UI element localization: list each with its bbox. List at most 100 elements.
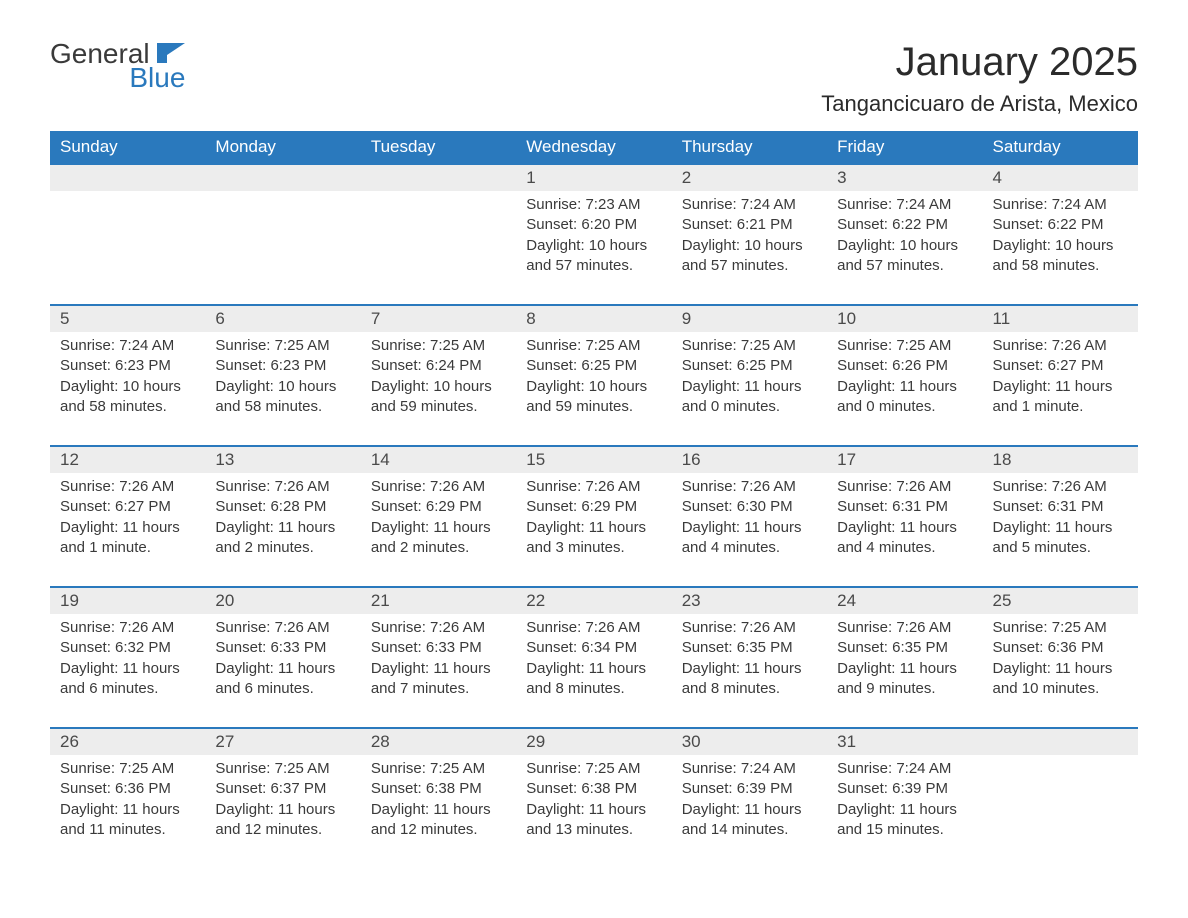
sunset-label: Sunset: xyxy=(371,639,426,656)
sunrise-label: Sunrise: xyxy=(837,478,896,495)
sunrise-value: 7:25 AM xyxy=(1052,619,1107,636)
sunrise-value: 7:25 AM xyxy=(585,337,640,354)
sunset-value: 6:21 PM xyxy=(737,216,793,233)
sunrise-value: 7:23 AM xyxy=(585,196,640,213)
weekday-header: Thursday xyxy=(672,131,827,164)
sunrise-line: Sunrise: 7:25 AM xyxy=(526,759,661,779)
daylight-line: Daylight: 11 hours and 8 minutes. xyxy=(682,659,817,700)
sunrise-label: Sunrise: xyxy=(60,478,119,495)
week-details-row: Sunrise: 7:23 AMSunset: 6:20 PMDaylight:… xyxy=(50,191,1138,305)
daylight-line: Daylight: 11 hours and 11 minutes. xyxy=(60,800,195,841)
daylight-line: Daylight: 11 hours and 4 minutes. xyxy=(682,518,817,559)
day-details-cell: Sunrise: 7:26 AMSunset: 6:33 PMDaylight:… xyxy=(361,614,516,728)
daylight-line: Daylight: 10 hours and 57 minutes. xyxy=(682,236,817,277)
day-details-cell: Sunrise: 7:24 AMSunset: 6:39 PMDaylight:… xyxy=(672,755,827,868)
daylight-line: Daylight: 11 hours and 12 minutes. xyxy=(215,800,350,841)
sunset-label: Sunset: xyxy=(993,216,1048,233)
daylight-line: Daylight: 11 hours and 9 minutes. xyxy=(837,659,972,700)
daylight-line: Daylight: 11 hours and 10 minutes. xyxy=(993,659,1128,700)
day-details-cell: Sunrise: 7:26 AMSunset: 6:31 PMDaylight:… xyxy=(983,473,1138,587)
sunset-value: 6:26 PM xyxy=(892,357,948,374)
sunset-line: Sunset: 6:27 PM xyxy=(993,356,1128,376)
sunset-line: Sunset: 6:29 PM xyxy=(526,497,661,517)
sunrise-line: Sunrise: 7:26 AM xyxy=(60,618,195,638)
sunrise-label: Sunrise: xyxy=(526,760,585,777)
sunrise-line: Sunrise: 7:26 AM xyxy=(837,477,972,497)
day-details-cell: Sunrise: 7:25 AMSunset: 6:36 PMDaylight:… xyxy=(50,755,205,868)
sunrise-value: 7:26 AM xyxy=(896,478,951,495)
daylight-label: Daylight: xyxy=(526,801,589,818)
sunrise-line: Sunrise: 7:26 AM xyxy=(682,477,817,497)
sunset-value: 6:31 PM xyxy=(1048,498,1104,515)
weekday-header: Monday xyxy=(205,131,360,164)
weekday-header: Friday xyxy=(827,131,982,164)
sunset-line: Sunset: 6:22 PM xyxy=(837,215,972,235)
day-details-cell: Sunrise: 7:24 AMSunset: 6:23 PMDaylight:… xyxy=(50,332,205,446)
weekday-header: Saturday xyxy=(983,131,1138,164)
daylight-line: Daylight: 10 hours and 57 minutes. xyxy=(837,236,972,277)
sunrise-label: Sunrise: xyxy=(993,619,1052,636)
sunrise-line: Sunrise: 7:25 AM xyxy=(371,759,506,779)
sunrise-value: 7:25 AM xyxy=(741,337,796,354)
sunset-label: Sunset: xyxy=(837,498,892,515)
sunset-line: Sunset: 6:34 PM xyxy=(526,638,661,658)
daylight-line: Daylight: 11 hours and 1 minute. xyxy=(993,377,1128,418)
sunset-line: Sunset: 6:36 PM xyxy=(60,779,195,799)
daylight-line: Daylight: 11 hours and 2 minutes. xyxy=(371,518,506,559)
daylight-label: Daylight: xyxy=(993,237,1056,254)
sunset-label: Sunset: xyxy=(526,357,581,374)
daylight-line: Daylight: 11 hours and 8 minutes. xyxy=(526,659,661,700)
day-number-cell: 15 xyxy=(516,446,671,473)
day-details-cell: Sunrise: 7:26 AMSunset: 6:27 PMDaylight:… xyxy=(983,332,1138,446)
sunrise-label: Sunrise: xyxy=(837,619,896,636)
week-number-row: 19202122232425 xyxy=(50,587,1138,614)
sunrise-value: 7:25 AM xyxy=(430,760,485,777)
day-number-cell: 25 xyxy=(983,587,1138,614)
daylight-label: Daylight: xyxy=(993,660,1056,677)
sunset-label: Sunset: xyxy=(993,639,1048,656)
daylight-label: Daylight: xyxy=(682,378,745,395)
sunset-line: Sunset: 6:21 PM xyxy=(682,215,817,235)
day-details-cell: Sunrise: 7:26 AMSunset: 6:33 PMDaylight:… xyxy=(205,614,360,728)
sunset-value: 6:27 PM xyxy=(115,498,171,515)
sunset-label: Sunset: xyxy=(60,357,115,374)
day-details-cell: Sunrise: 7:25 AMSunset: 6:25 PMDaylight:… xyxy=(672,332,827,446)
sunset-value: 6:36 PM xyxy=(115,780,171,797)
daylight-line: Daylight: 10 hours and 57 minutes. xyxy=(526,236,661,277)
week-details-row: Sunrise: 7:26 AMSunset: 6:27 PMDaylight:… xyxy=(50,473,1138,587)
sunrise-line: Sunrise: 7:26 AM xyxy=(215,618,350,638)
day-number-cell: 24 xyxy=(827,587,982,614)
sunset-label: Sunset: xyxy=(526,780,581,797)
daylight-line: Daylight: 11 hours and 6 minutes. xyxy=(60,659,195,700)
sunset-value: 6:31 PM xyxy=(892,498,948,515)
week-number-row: 262728293031 xyxy=(50,728,1138,755)
day-number-cell: 22 xyxy=(516,587,671,614)
day-details-cell xyxy=(983,755,1138,868)
day-number-cell: 26 xyxy=(50,728,205,755)
daylight-line: Daylight: 11 hours and 5 minutes. xyxy=(993,518,1128,559)
day-number-cell xyxy=(205,164,360,191)
daylight-line: Daylight: 10 hours and 58 minutes. xyxy=(215,377,350,418)
daylight-line: Daylight: 11 hours and 4 minutes. xyxy=(837,518,972,559)
day-number-cell: 8 xyxy=(516,305,671,332)
logo-text: General Blue xyxy=(50,40,185,92)
day-details-cell: Sunrise: 7:24 AMSunset: 6:39 PMDaylight:… xyxy=(827,755,982,868)
sunrise-value: 7:26 AM xyxy=(741,478,796,495)
day-number-cell: 2 xyxy=(672,164,827,191)
sunrise-line: Sunrise: 7:26 AM xyxy=(993,336,1128,356)
sunset-line: Sunset: 6:30 PM xyxy=(682,497,817,517)
sunrise-line: Sunrise: 7:26 AM xyxy=(682,618,817,638)
sunset-label: Sunset: xyxy=(993,357,1048,374)
sunset-value: 6:39 PM xyxy=(737,780,793,797)
sunrise-value: 7:24 AM xyxy=(119,337,174,354)
daylight-label: Daylight: xyxy=(837,237,900,254)
daylight-label: Daylight: xyxy=(371,660,434,677)
sunrise-line: Sunrise: 7:25 AM xyxy=(60,759,195,779)
sunset-line: Sunset: 6:39 PM xyxy=(682,779,817,799)
day-details-cell: Sunrise: 7:26 AMSunset: 6:34 PMDaylight:… xyxy=(516,614,671,728)
daylight-label: Daylight: xyxy=(682,519,745,536)
month-title: January 2025 xyxy=(821,40,1138,85)
sunrise-line: Sunrise: 7:25 AM xyxy=(682,336,817,356)
sunrise-value: 7:26 AM xyxy=(430,478,485,495)
day-number-cell: 14 xyxy=(361,446,516,473)
